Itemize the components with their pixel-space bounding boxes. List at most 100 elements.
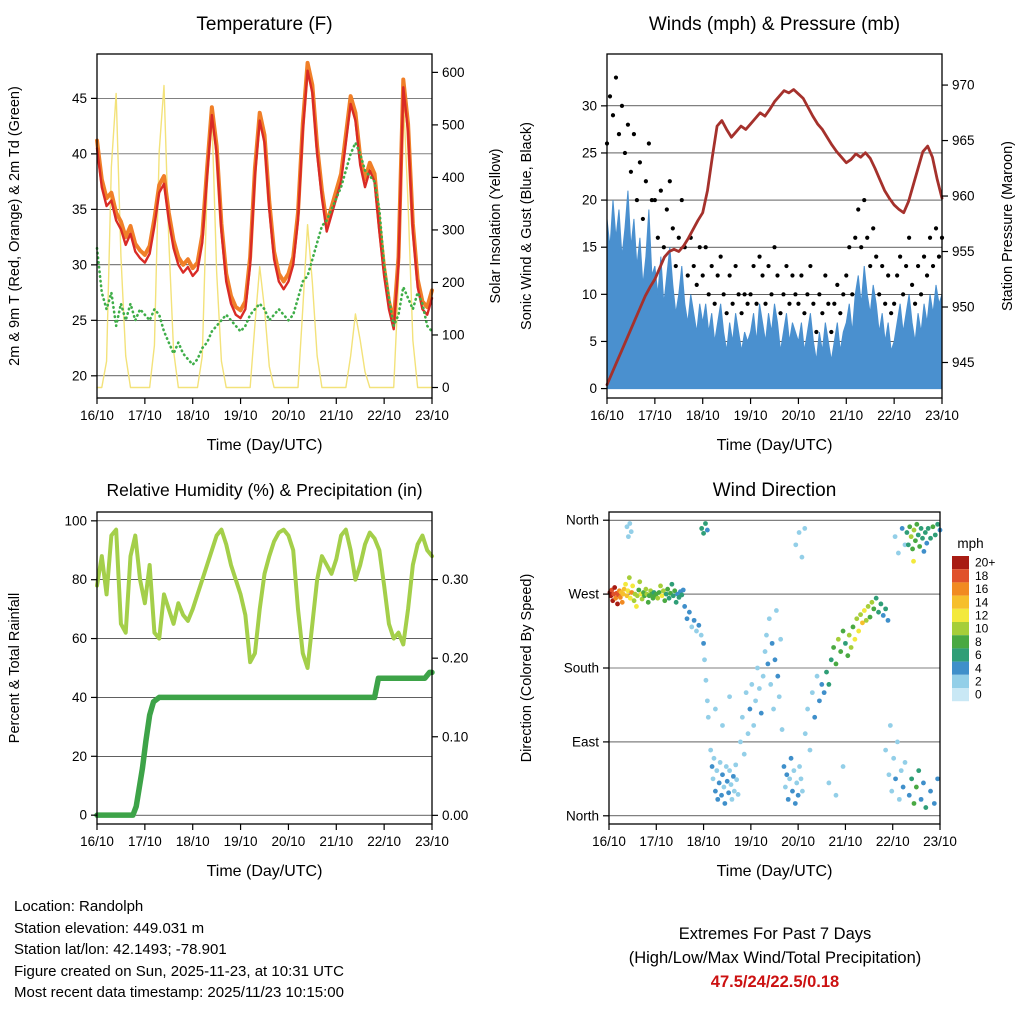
- svg-text:100: 100: [442, 327, 465, 342]
- station-elevation: Station elevation: 449.031 m: [14, 919, 205, 937]
- figure-created: Figure created on Sun, 2025-11-23, at 10…: [14, 962, 344, 980]
- svg-text:16/10: 16/10: [590, 408, 624, 423]
- svg-text:45: 45: [72, 91, 87, 106]
- svg-text:15: 15: [582, 240, 597, 255]
- svg-text:2: 2: [975, 675, 982, 689]
- svg-text:970: 970: [952, 78, 975, 93]
- svg-text:20/10: 20/10: [781, 834, 815, 849]
- svg-text:30: 30: [72, 257, 87, 272]
- extremes-title: Extremes For Past 7 Days: [678, 925, 872, 943]
- recent-timestamp: Most recent data timestamp: 2025/11/23 1…: [14, 984, 344, 1001]
- winds-pressure-chart: 16/10 17/10 18/10 19/10 20/10 21/10 22/10 23/10…: [512, 2, 1024, 462]
- svg-text:17/10: 17/10: [128, 408, 162, 423]
- svg-text:Solar Insolation (Yellow): Solar Insolation (Yellow): [488, 148, 504, 303]
- svg-text:Temperature (F): Temperature (F): [196, 14, 332, 35]
- svg-text:35: 35: [72, 202, 87, 217]
- svg-text:20: 20: [582, 193, 597, 208]
- svg-text:400: 400: [442, 170, 465, 185]
- svg-text:4: 4: [975, 661, 982, 675]
- extremes-subtitle: (High/Low/Max Wind/Total Precipitation): [628, 949, 922, 967]
- svg-text:19/10: 19/10: [734, 834, 768, 849]
- svg-text:2m & 9m T (Red, Orange) & 2m T: 2m & 9m T (Red, Orange) & 2m Td (Green): [7, 86, 23, 366]
- station-info: Location: Randolph Station elevation: 44…: [14, 896, 344, 1004]
- svg-text:0.00: 0.00: [442, 808, 468, 823]
- svg-text:20/10: 20/10: [272, 408, 306, 423]
- svg-text:965: 965: [952, 133, 975, 148]
- station-latlon: Station lat/lon: 42.1493; -78.901: [14, 941, 227, 958]
- svg-text:25: 25: [72, 313, 87, 328]
- svg-text:14: 14: [975, 595, 989, 609]
- svg-text:Time (Day/UTC): Time (Day/UTC): [207, 437, 323, 454]
- svg-text:955: 955: [952, 244, 975, 259]
- svg-text:30: 30: [582, 98, 597, 113]
- svg-text:5: 5: [589, 334, 597, 349]
- svg-text:mph: mph: [957, 536, 983, 551]
- svg-text:16/10: 16/10: [80, 834, 114, 849]
- station-location: Location: Randolph: [14, 898, 144, 915]
- svg-text:16/10: 16/10: [80, 408, 114, 423]
- svg-text:South: South: [564, 661, 599, 676]
- svg-text:Percent & Total Rainfall: Percent & Total Rainfall: [7, 593, 23, 743]
- svg-text:20/10: 20/10: [782, 408, 816, 423]
- wind-direction-svg: 16/10 17/10 18/10 19/10 20/10 21/10 22/10 23/10…: [519, 480, 995, 880]
- svg-text:22/10: 22/10: [367, 834, 401, 849]
- svg-text:North: North: [566, 808, 599, 823]
- svg-text:945: 945: [952, 355, 975, 370]
- extremes-summary: Extremes For Past 7 Days (High/Low/Max W…: [540, 922, 1010, 994]
- svg-text:20/10: 20/10: [272, 834, 306, 849]
- svg-text:200: 200: [442, 275, 465, 290]
- svg-text:21/10: 21/10: [829, 408, 863, 423]
- svg-text:40: 40: [72, 146, 87, 161]
- svg-text:18/10: 18/10: [176, 834, 210, 849]
- svg-text:17/10: 17/10: [639, 834, 673, 849]
- svg-text:40: 40: [72, 690, 87, 705]
- svg-text:22/10: 22/10: [367, 408, 401, 423]
- svg-text:80: 80: [72, 572, 87, 587]
- svg-text:22/10: 22/10: [877, 408, 911, 423]
- svg-text:Direction (Colored By Speed): Direction (Colored By Speed): [519, 574, 535, 763]
- extremes-values: 47.5/24/22.5/0.18: [710, 973, 840, 991]
- svg-text:0.30: 0.30: [442, 572, 468, 587]
- svg-text:60: 60: [72, 631, 87, 646]
- svg-text:12: 12: [975, 609, 989, 623]
- svg-text:18/10: 18/10: [687, 834, 721, 849]
- svg-text:0: 0: [975, 688, 982, 702]
- svg-text:16/10: 16/10: [592, 834, 626, 849]
- svg-text:21/10: 21/10: [829, 834, 863, 849]
- svg-text:0: 0: [79, 808, 87, 823]
- svg-text:East: East: [572, 734, 599, 749]
- svg-text:19/10: 19/10: [734, 408, 768, 423]
- svg-text:0: 0: [442, 380, 450, 395]
- svg-text:21/10: 21/10: [319, 408, 353, 423]
- temperature-chart: 16/10 17/10 18/10 19/10 20/10 21/10 22/10 23/10…: [0, 2, 512, 462]
- svg-text:23/10: 23/10: [415, 408, 449, 423]
- svg-text:North: North: [566, 513, 599, 528]
- wind-direction-chart: 16/10 17/10 18/10 19/10 20/10 21/10 22/10 23/10…: [512, 468, 1024, 888]
- svg-text:18/10: 18/10: [686, 408, 720, 423]
- svg-text:18/10: 18/10: [176, 408, 210, 423]
- svg-text:22/10: 22/10: [876, 834, 910, 849]
- svg-text:23/10: 23/10: [415, 834, 449, 849]
- svg-text:0: 0: [589, 381, 597, 396]
- svg-text:950: 950: [952, 300, 975, 315]
- svg-text:17/10: 17/10: [128, 834, 162, 849]
- svg-text:25: 25: [582, 145, 597, 160]
- svg-text:Wind Direction: Wind Direction: [713, 480, 837, 501]
- svg-text:6: 6: [975, 648, 982, 662]
- svg-text:19/10: 19/10: [224, 408, 258, 423]
- svg-text:Station Pressure (Maroon): Station Pressure (Maroon): [1000, 141, 1016, 311]
- svg-text:Sonic Wind & Gust (Blue, Black: Sonic Wind & Gust (Blue, Black): [519, 122, 535, 330]
- temperature-svg: 16/10 17/10 18/10 19/10 20/10 21/10 22/10 23/10…: [7, 14, 504, 454]
- svg-text:100: 100: [64, 513, 87, 528]
- humidity-precip-svg: 16/10 17/10 18/10 19/10 20/10 21/10 22/10 23/10…: [7, 480, 468, 880]
- humidity-precip-chart: 16/10 17/10 18/10 19/10 20/10 21/10 22/10 23/10…: [0, 468, 512, 888]
- svg-text:Relative Humidity (%) & Precip: Relative Humidity (%) & Precipitation (i…: [106, 480, 422, 500]
- svg-text:20: 20: [72, 368, 87, 383]
- svg-text:500: 500: [442, 117, 465, 132]
- svg-text:21/10: 21/10: [319, 834, 353, 849]
- svg-text:16: 16: [975, 582, 989, 596]
- svg-text:0.10: 0.10: [442, 729, 468, 744]
- svg-text:18: 18: [975, 569, 989, 583]
